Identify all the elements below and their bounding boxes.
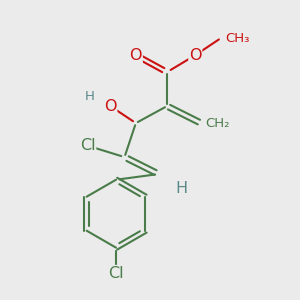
Text: Cl: Cl — [108, 266, 124, 280]
Text: Cl: Cl — [80, 138, 95, 153]
Text: H: H — [85, 90, 95, 103]
Text: O: O — [130, 48, 142, 63]
Text: O: O — [189, 48, 202, 63]
Text: H: H — [175, 181, 187, 196]
Text: CH₂: CH₂ — [205, 117, 230, 130]
Text: O: O — [104, 99, 117, 114]
Text: CH₃: CH₃ — [225, 32, 249, 45]
